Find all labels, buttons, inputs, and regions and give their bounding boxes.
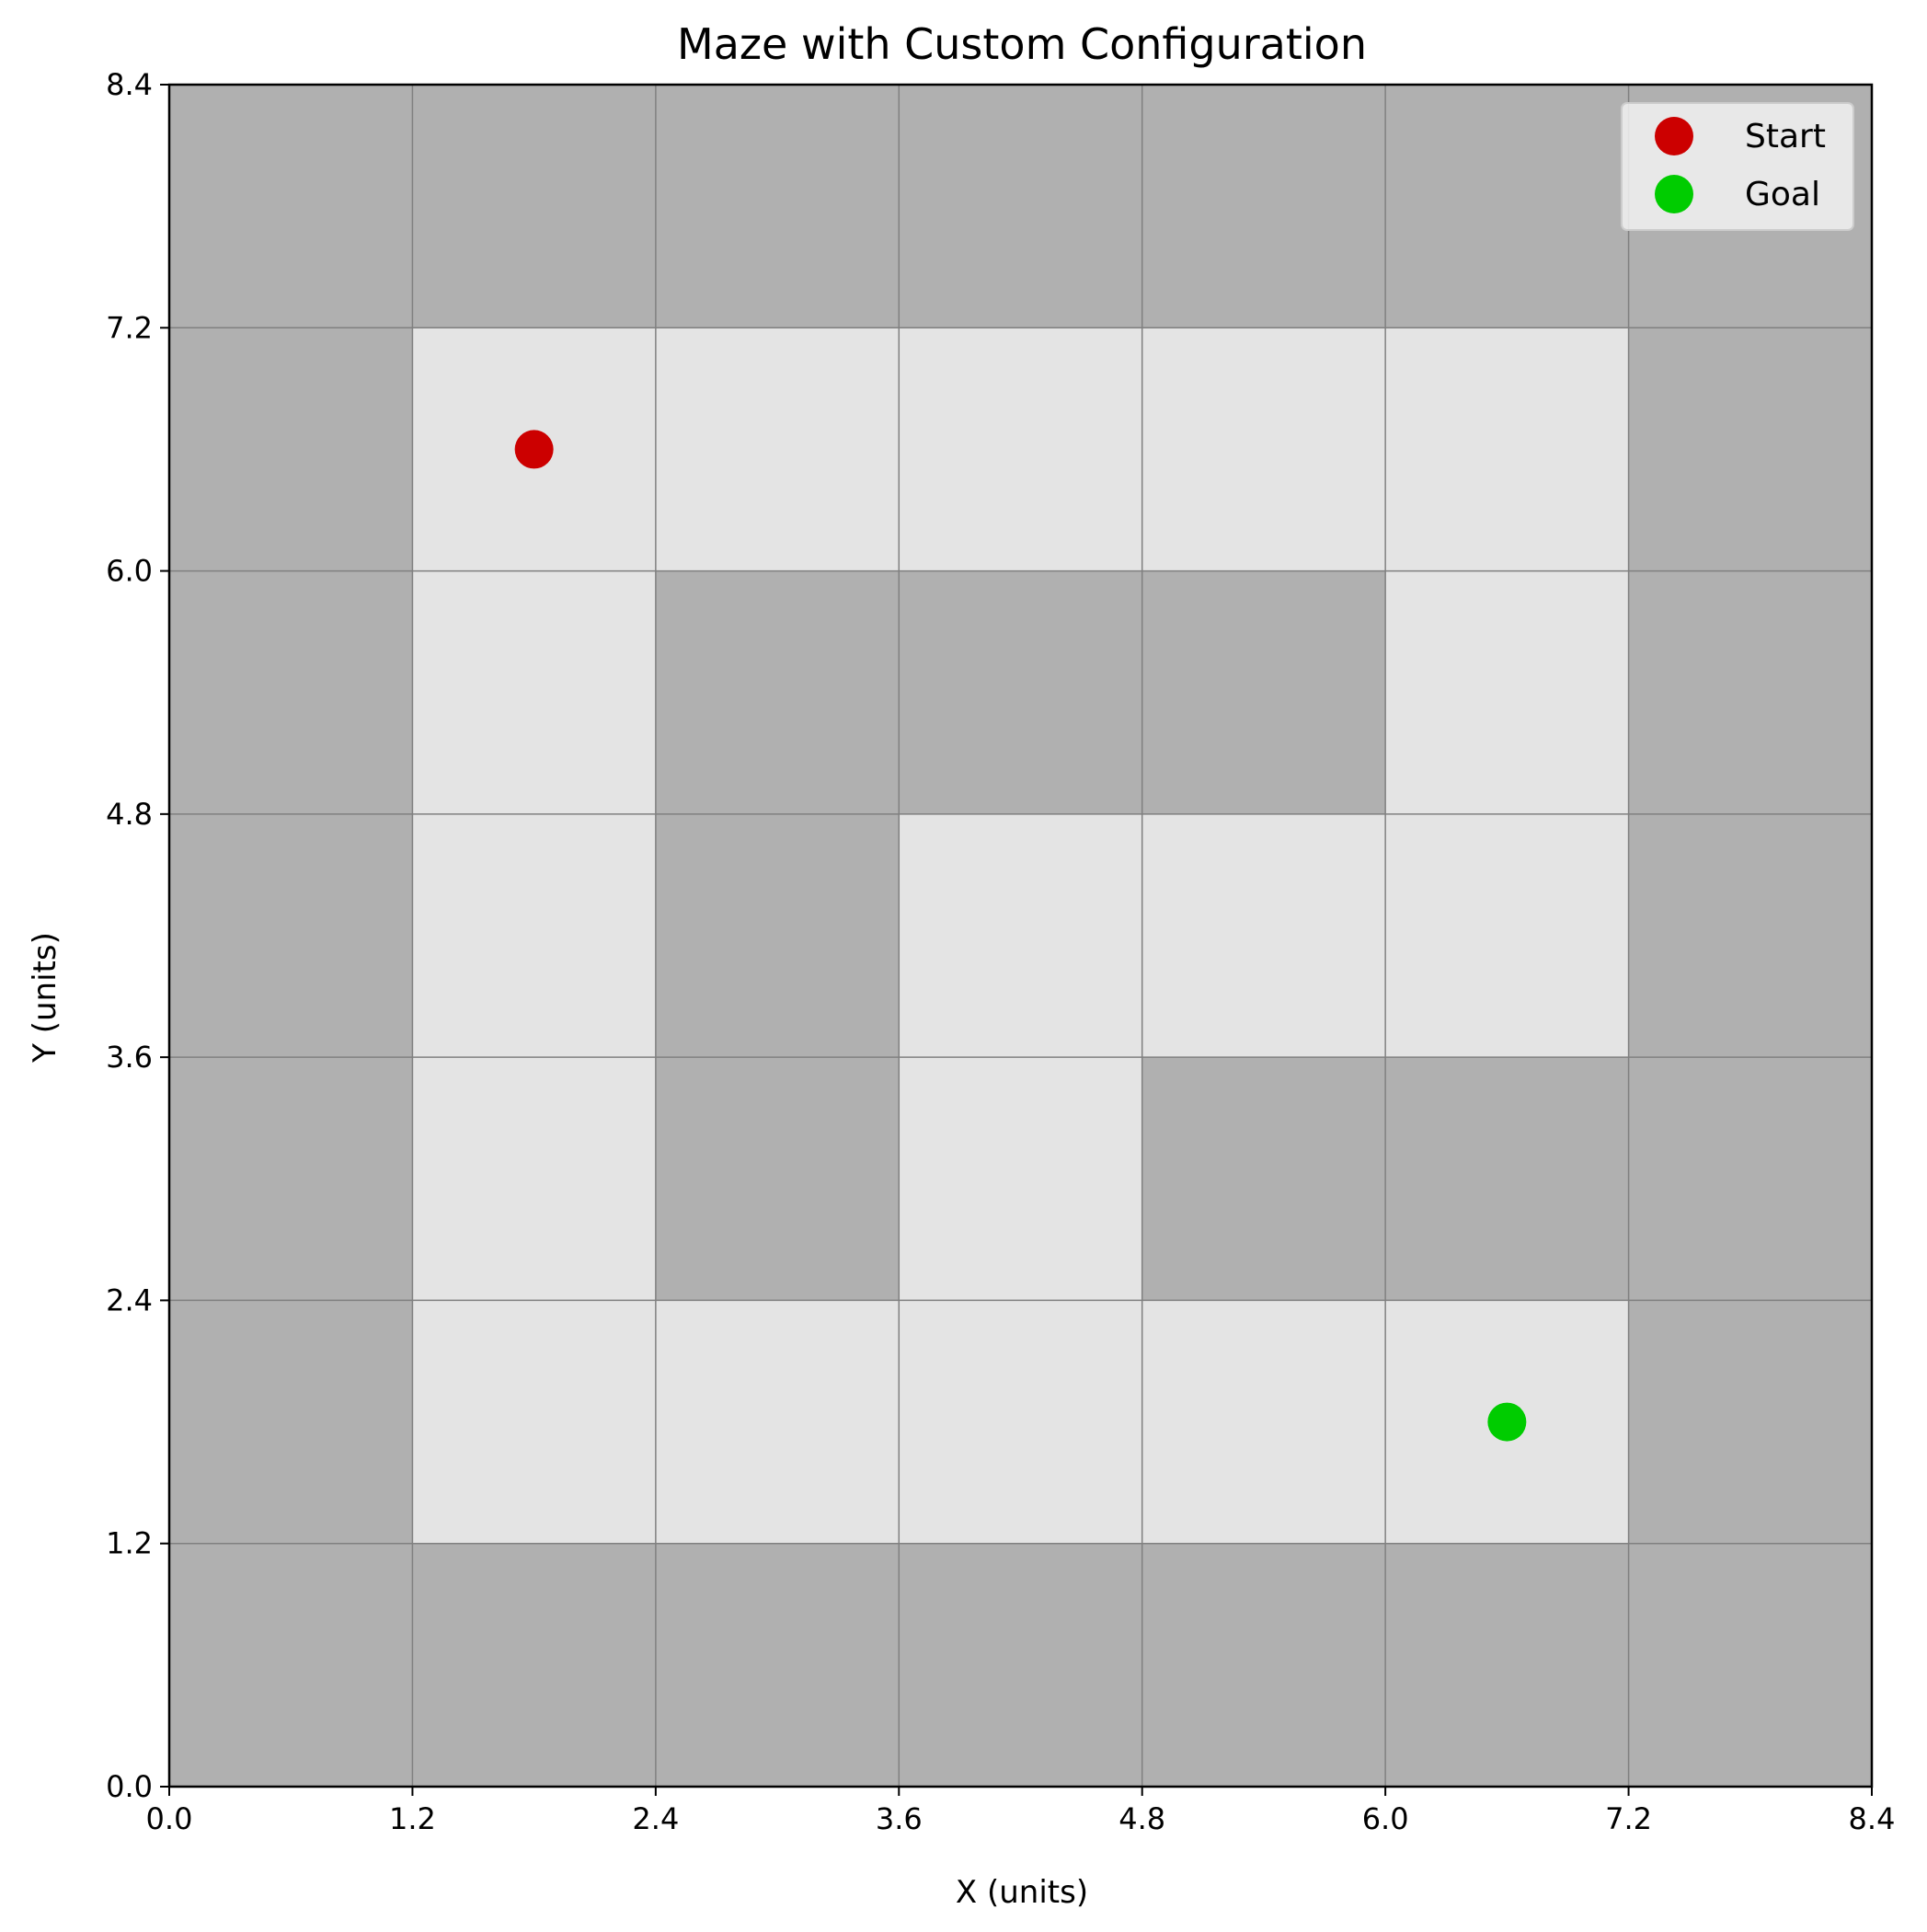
y-tick-label: 3.6	[106, 1040, 153, 1075]
maze-path-cell	[655, 328, 900, 571]
maze-wall-cell	[169, 328, 413, 571]
maze-wall-cell	[655, 570, 900, 814]
maze-wall-cell	[1628, 328, 1872, 571]
maze-path-cell	[899, 1300, 1142, 1544]
maze-path-cell	[655, 1300, 900, 1544]
maze-path-cell	[412, 570, 656, 814]
legend: Start Goal	[1621, 102, 1854, 231]
legend-goal-label: Goal	[1745, 176, 1820, 213]
maze-path-cell	[1385, 570, 1629, 814]
maze-wall-cell	[1141, 85, 1386, 328]
markers	[514, 430, 1527, 1442]
y-tick-label: 7.2	[106, 310, 153, 345]
maze-wall-cell	[655, 1543, 900, 1787]
maze-path-cell	[1141, 328, 1386, 571]
maze-path-cell	[412, 1300, 656, 1544]
x-tick-label: 8.4	[1849, 1801, 1896, 1836]
maze-wall-cell	[1628, 1543, 1872, 1787]
maze-path-cell	[899, 1057, 1142, 1301]
maze-wall-cell	[655, 1057, 900, 1301]
maze-path-cell	[1141, 813, 1386, 1058]
maze-path-cell	[899, 813, 1142, 1058]
maze-path-cell	[412, 1057, 656, 1301]
start-marker	[514, 430, 554, 469]
maze-wall-cell	[169, 1300, 413, 1544]
maze-wall-cell	[655, 813, 900, 1058]
maze-path-cell	[899, 328, 1142, 571]
maze-path-cell	[412, 813, 656, 1058]
x-tick-label: 7.2	[1605, 1801, 1652, 1836]
legend-start-marker	[1655, 117, 1693, 155]
maze-path-cell	[1385, 328, 1629, 571]
maze-wall-cell	[1385, 1543, 1629, 1787]
x-tick-label: 3.6	[876, 1801, 923, 1836]
y-tick-label: 8.4	[106, 67, 153, 102]
maze-wall-cell	[1628, 570, 1872, 814]
maze-wall-cell	[169, 1543, 413, 1787]
maze-wall-cell	[1628, 1057, 1872, 1301]
legend-start-label: Start	[1745, 118, 1826, 155]
maze-wall-cell	[655, 85, 900, 328]
maze-wall-cell	[1628, 813, 1872, 1058]
maze-wall-cell	[899, 570, 1142, 814]
maze-wall-cell	[169, 813, 413, 1058]
y-tick-label: 0.0	[106, 1769, 153, 1804]
maze-wall-cell	[899, 85, 1142, 328]
maze-wall-cell	[1141, 570, 1386, 814]
gridlines	[169, 85, 1872, 1787]
x-axis-label: X (units)	[956, 1874, 1088, 1911]
y-tick-label: 6.0	[106, 554, 153, 589]
x-tick-label: 6.0	[1362, 1801, 1409, 1836]
x-tick-label: 4.8	[1118, 1801, 1165, 1836]
chart-title: Maze with Custom Configuration	[677, 19, 1367, 69]
goal-marker	[1487, 1402, 1527, 1442]
maze-wall-cell	[169, 1057, 413, 1301]
maze-wall-cell	[169, 570, 413, 814]
legend-goal-marker	[1655, 175, 1693, 213]
y-tick-label: 4.8	[106, 797, 153, 832]
y-tick-label: 1.2	[106, 1526, 153, 1561]
maze-wall-cell	[412, 1543, 656, 1787]
x-tick-label: 2.4	[632, 1801, 679, 1836]
maze-wall-cell	[412, 85, 656, 328]
plot-frame	[167, 83, 1874, 1788]
x-tick-label: 0.0	[146, 1801, 193, 1836]
maze-cells	[169, 85, 1872, 1787]
maze-wall-cell	[1385, 85, 1629, 328]
maze-path-cell	[1385, 813, 1629, 1058]
maze-wall-cell	[1141, 1057, 1386, 1301]
maze-wall-cell	[1141, 1543, 1386, 1787]
maze-wall-cell	[899, 1543, 1142, 1787]
maze-wall-cell	[169, 85, 413, 328]
x-tick-label: 1.2	[389, 1801, 436, 1836]
maze-wall-cell	[1385, 1057, 1629, 1301]
maze-path-cell	[1141, 1300, 1386, 1544]
y-tick-label: 2.4	[106, 1282, 153, 1317]
axis-ticks: 0.0 1.2 2.4 3.6 4.8 6.0 7.2 8.4 0.0 1.2 2.4 3.6 4.8 6…	[106, 67, 1895, 1836]
y-axis-label: Y (units)	[27, 932, 63, 1064]
maze-wall-cell	[1628, 1300, 1872, 1544]
